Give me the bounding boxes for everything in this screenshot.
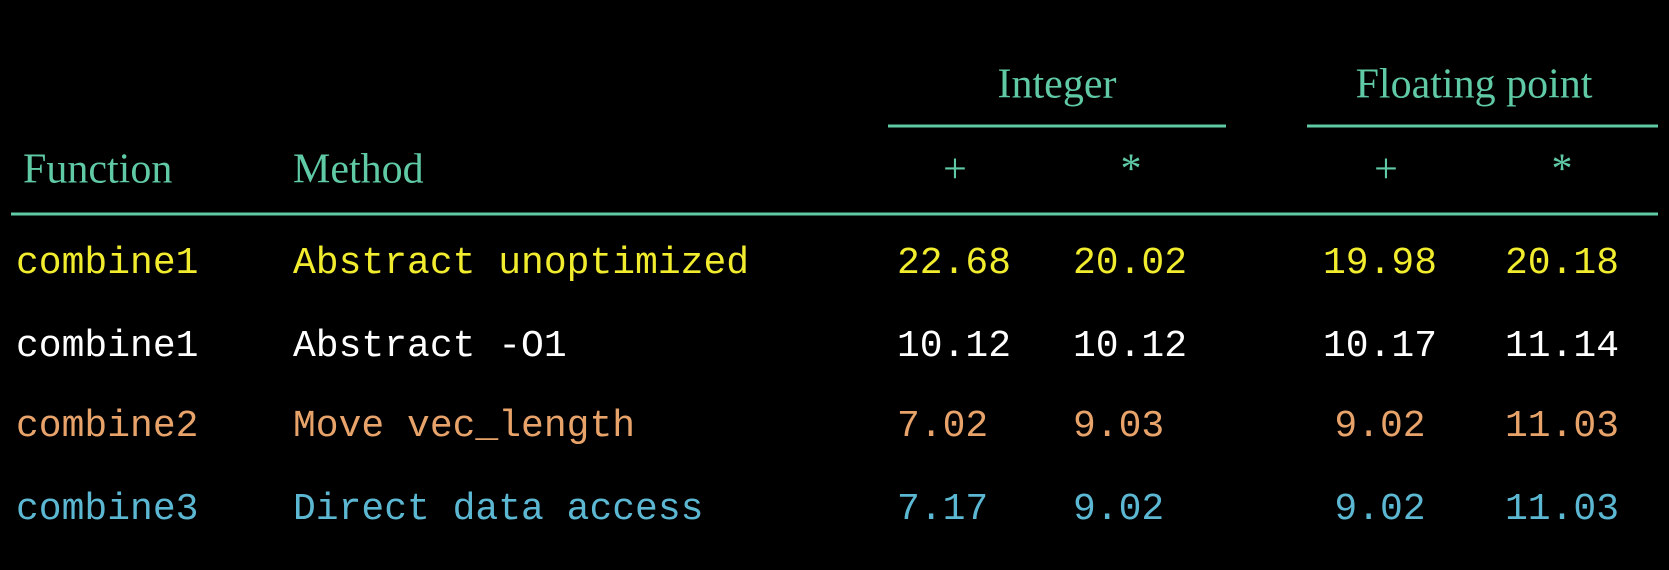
cell-value: 10.12 bbox=[1073, 325, 1187, 368]
group-header: Floating point bbox=[1356, 62, 1593, 108]
cell-value: 11.03 bbox=[1505, 488, 1619, 531]
cell-value: 7.17 bbox=[897, 488, 988, 531]
column-header: + bbox=[1374, 147, 1398, 193]
row-label: combine1 bbox=[16, 325, 198, 368]
cell-value: 9.02 bbox=[1334, 488, 1425, 531]
column-header: * bbox=[1552, 147, 1573, 193]
row-label: Move vec_length bbox=[293, 405, 635, 448]
cell-value: 19.98 bbox=[1323, 242, 1437, 285]
row-label: combine3 bbox=[16, 488, 198, 531]
cell-value: 10.17 bbox=[1323, 325, 1437, 368]
cell-value: 20.02 bbox=[1073, 242, 1187, 285]
row-label: Abstract -O1 bbox=[293, 325, 567, 368]
row-label: combine1 bbox=[16, 242, 198, 285]
cell-value: 10.12 bbox=[897, 325, 1011, 368]
row-label: Direct data access bbox=[293, 488, 703, 531]
column-header: * bbox=[1121, 147, 1142, 193]
cell-value: 22.68 bbox=[897, 242, 1011, 285]
column-header: + bbox=[943, 147, 967, 193]
cell-value: 9.02 bbox=[1334, 405, 1425, 448]
column-header: Method bbox=[293, 147, 424, 193]
cell-value: 20.18 bbox=[1505, 242, 1619, 285]
column-header: Function bbox=[23, 147, 172, 193]
cell-value: 11.03 bbox=[1505, 405, 1619, 448]
cell-value: 7.02 bbox=[897, 405, 988, 448]
row-label: Abstract unoptimized bbox=[293, 242, 749, 285]
row-label: combine2 bbox=[16, 405, 198, 448]
group-header: Integer bbox=[998, 62, 1117, 108]
cell-value: 9.02 bbox=[1073, 488, 1164, 531]
cell-value: 11.14 bbox=[1505, 325, 1619, 368]
cell-value: 9.03 bbox=[1073, 405, 1164, 448]
